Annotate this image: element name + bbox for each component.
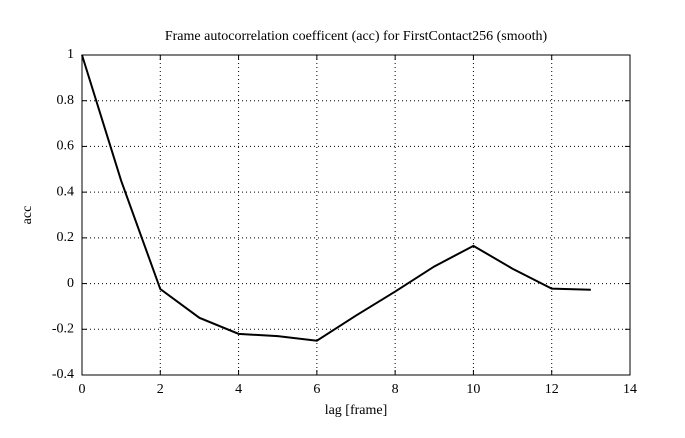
y-tick-label: 0.8 (57, 93, 75, 108)
y-tick-label: 0.4 (57, 184, 75, 199)
chart-title: Frame autocorrelation coefficent (acc) f… (165, 29, 548, 44)
y-tick-label: 0 (67, 276, 74, 291)
x-axis-label: lag [frame] (325, 403, 388, 418)
y-axis-label: acc (20, 206, 35, 225)
x-tick-label: 2 (157, 382, 164, 397)
x-tick-label: 12 (545, 382, 559, 397)
y-tick-label: -0.4 (52, 367, 74, 382)
x-tick-label: 6 (313, 382, 320, 397)
y-tick-label: 1 (67, 47, 74, 62)
x-tick-label: 8 (392, 382, 399, 397)
x-tick-label: 0 (79, 382, 86, 397)
plot-frame (81, 54, 631, 376)
y-tick-label: 0.6 (57, 139, 75, 154)
data-line (81, 54, 591, 342)
x-tick-label: 14 (623, 382, 637, 397)
y-tick-label: -0.2 (52, 322, 74, 337)
x-tick-label: 4 (235, 382, 242, 397)
x-tick-label: 10 (466, 382, 480, 397)
y-tick-label: 0.2 (57, 230, 75, 245)
